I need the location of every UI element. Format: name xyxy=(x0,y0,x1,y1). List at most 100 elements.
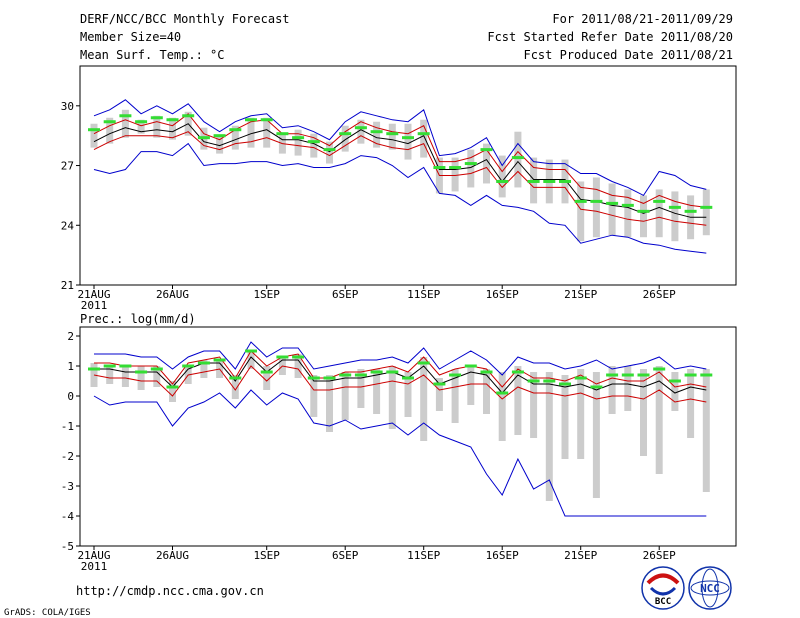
temp-observed-mark xyxy=(276,132,289,136)
prec-ensemble-box xyxy=(404,372,412,417)
prec-ytick-label: -3 xyxy=(61,480,74,493)
temp-observed-mark xyxy=(433,166,446,170)
prec-ensemble-box xyxy=(577,369,585,459)
prec-observed-mark xyxy=(103,364,116,368)
prec-year-label: 2011 xyxy=(81,560,108,573)
temp-observed-mark xyxy=(323,148,336,152)
temp-observed-mark xyxy=(354,126,367,130)
prec-ensemble-box xyxy=(530,372,538,438)
prec-ensemble-box xyxy=(561,375,569,459)
temp-xtick-label: 26SEP xyxy=(643,288,676,301)
prec-ensemble-box xyxy=(451,369,459,423)
temp-observed-mark xyxy=(606,201,619,205)
prec-observed-mark xyxy=(276,355,289,359)
prec-observed-mark xyxy=(135,370,148,374)
temp-ensemble-box xyxy=(655,189,663,238)
temp-observed-mark xyxy=(119,114,132,118)
prec-observed-mark xyxy=(386,370,399,374)
temp-year-label: 2011 xyxy=(81,299,108,312)
temp-xtick-label: 11SEP xyxy=(407,288,440,301)
prec-observed-mark xyxy=(166,385,179,389)
prec-ensemble-box xyxy=(514,366,522,435)
temp-xtick-label: 21SEP xyxy=(564,288,597,301)
prec-ensemble-box xyxy=(231,375,239,399)
prec-observed-mark xyxy=(511,370,524,374)
prec-series-ensemble-min xyxy=(93,389,707,517)
prec-xtick-label: 16SEP xyxy=(486,549,519,562)
precipitation-panel: -5 -4 -3 -2 -1 0 1 2 21AUG 26AUG 1SEP 6SEP 11SEP 16SE… xyxy=(61,326,737,573)
temp-observed-mark xyxy=(684,209,697,213)
prec-observed-mark xyxy=(668,379,681,383)
prec-observed-mark xyxy=(684,373,697,377)
prec-observed-mark xyxy=(245,349,257,353)
temp-observed-mark xyxy=(260,118,273,122)
ncc-logo: NCC xyxy=(688,566,732,610)
prec-ensemble-box xyxy=(247,351,255,369)
temp-plot-frame xyxy=(79,65,737,286)
temp-observed-mark xyxy=(150,116,163,120)
temp-series-ensemble-mean xyxy=(93,123,707,218)
temp-ensemble-box xyxy=(169,117,176,140)
temp-ensemble-box xyxy=(121,109,129,138)
prec-ensemble-box xyxy=(624,366,632,411)
svg-text:BCC: BCC xyxy=(655,597,671,607)
temp-observed-mark xyxy=(245,118,257,122)
started-date: Fcst Started Refer Date 2011/08/20 xyxy=(487,30,733,44)
temp-ensemble-box xyxy=(498,155,506,198)
prec-ensemble-box xyxy=(498,372,506,441)
prec-ytick-label: -1 xyxy=(61,420,74,433)
temp-ensemble-box xyxy=(357,119,365,144)
prec-observed-mark xyxy=(213,358,226,362)
temp-ensemble-box xyxy=(483,143,490,184)
temp-observed-mark xyxy=(511,156,524,160)
prec-observed-mark xyxy=(182,364,195,368)
prec-series-ensemble-max xyxy=(94,341,707,376)
prec-observed-mark xyxy=(292,355,305,359)
temp-observed-mark xyxy=(527,179,540,183)
prec-observed-mark xyxy=(417,361,430,365)
prec-observed-mark xyxy=(119,364,132,368)
temp-observed-mark xyxy=(166,118,179,122)
prec-ensemble-box xyxy=(121,366,129,387)
prec-series-upper-spread xyxy=(94,350,707,388)
prec-xtick-label: 26AUG xyxy=(156,549,189,562)
prec-observed-mark xyxy=(574,376,587,380)
prec-observed-mark xyxy=(339,373,352,377)
prec-plot-frame xyxy=(79,326,737,547)
temp-ensemble-box xyxy=(388,123,396,150)
temp-ensemble-box xyxy=(231,125,239,150)
temp-observed-mark xyxy=(668,205,681,209)
prec-ensemble-box xyxy=(671,372,679,411)
temp-observed-mark xyxy=(213,134,226,138)
temp-ensemble-box xyxy=(592,177,600,238)
prec-observed-mark xyxy=(559,382,571,386)
temp-xtick-label: 1SEP xyxy=(253,288,280,301)
temp-ytick-label: 24 xyxy=(61,219,75,232)
prec-ensemble-box xyxy=(435,378,443,411)
temp-ensemble-box xyxy=(90,123,98,148)
prec-ensemble-box xyxy=(106,366,114,384)
prec-observed-mark xyxy=(590,385,603,389)
temp-xtick-label: 26AUG xyxy=(156,288,189,301)
temp-observed-mark xyxy=(386,132,399,136)
source-url[interactable]: http://cmdp.ncc.cma.gov.cn xyxy=(76,584,264,598)
temp-observed-mark xyxy=(182,114,195,118)
prec-series-lower-spread xyxy=(93,365,707,403)
temp-observed-mark xyxy=(292,136,305,140)
svg-text:NCC: NCC xyxy=(700,582,720,595)
temperature-panel: 21 24 27 30 21AUG 26AUG 1SEP 6SEP 11SEP 16SEP 21SE… xyxy=(61,65,737,312)
prec-ytick-label: 0 xyxy=(67,390,74,403)
temp-ensemble-box xyxy=(608,183,616,236)
prec-observed-mark xyxy=(464,364,477,368)
prec-ensemble-box xyxy=(640,369,647,456)
temp-observed-mark xyxy=(653,199,666,203)
prec-ensemble-box xyxy=(702,369,710,492)
prec-observed-mark xyxy=(449,373,462,377)
grads-credit: GrADS: COLA/IGES xyxy=(4,608,91,618)
temp-ensemble-box xyxy=(404,123,412,160)
temp-ensemble-box xyxy=(326,141,333,164)
prec-xtick-label: 26SEP xyxy=(643,549,676,562)
prec-observed-mark xyxy=(323,376,336,380)
prec-xtick-label: 21SEP xyxy=(564,549,597,562)
